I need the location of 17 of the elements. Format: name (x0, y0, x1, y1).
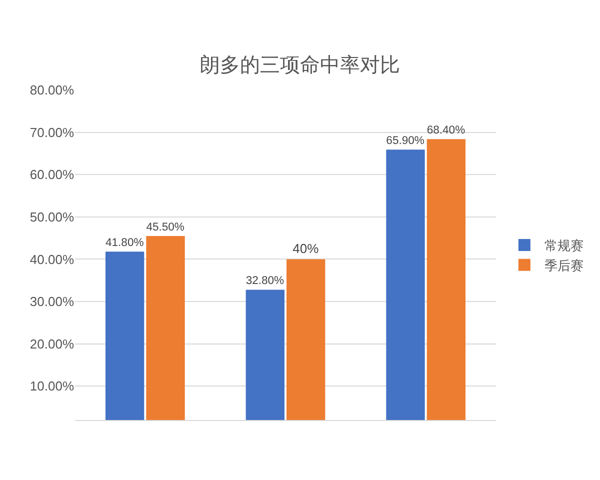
chart-title: 朗多的三项命中率对比 (200, 52, 400, 77)
y-tick-label: 50.00% (30, 209, 74, 224)
y-tick-label: 30.00% (30, 294, 74, 310)
y-tick-label: 80.00% (30, 82, 74, 98)
y-tick-label: 20.00% (30, 336, 74, 352)
y-tick-label: 70.00% (30, 124, 74, 140)
data-label: 40% (292, 241, 320, 256)
y-tick-label: 10.00% (30, 378, 74, 394)
data-label: 45.50% (146, 221, 184, 234)
data-label: 41.80% (106, 237, 144, 250)
data-label: 65.90% (386, 135, 424, 148)
legend-label: 常规赛 (544, 238, 584, 254)
data-label: 68.40% (426, 124, 466, 136)
y-tick-label: 40.00% (30, 252, 74, 267)
y-tick-label: 60.00% (30, 167, 74, 182)
legend-label: 季后赛 (544, 258, 584, 274)
data-label: 32.80% (246, 275, 284, 288)
